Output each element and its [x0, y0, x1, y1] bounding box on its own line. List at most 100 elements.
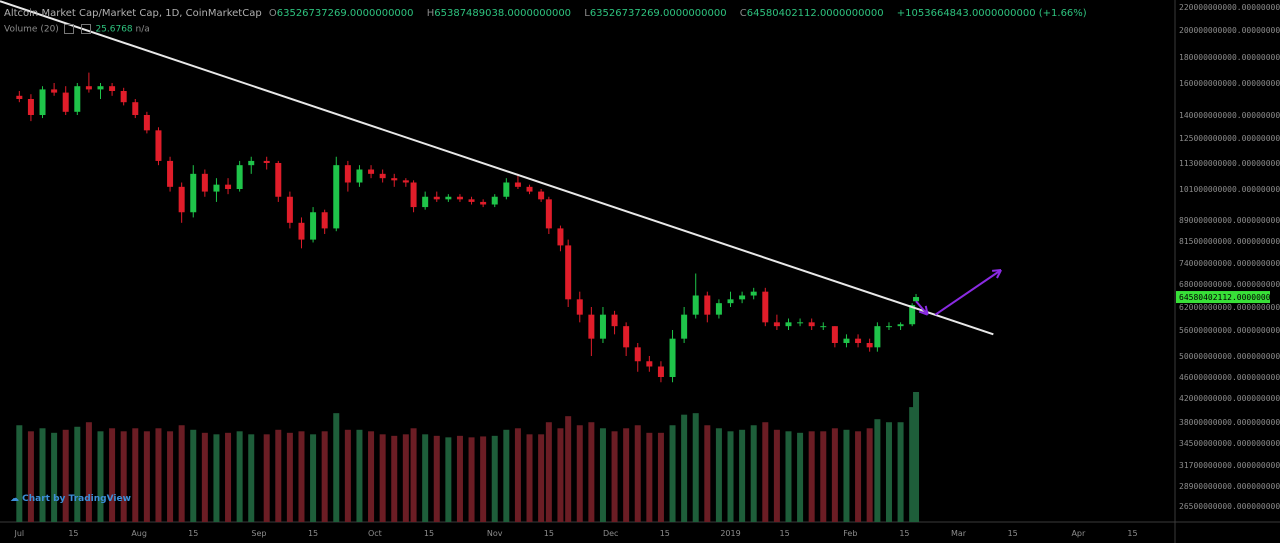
resistance-trendline	[0, 0, 994, 336]
volume-bar	[866, 428, 873, 522]
volume-bar	[51, 432, 58, 522]
settings-icon[interactable]	[80, 24, 91, 34]
volume-bar	[657, 432, 664, 522]
candle-body	[468, 199, 475, 202]
close-label: C	[739, 8, 747, 19]
y-tick-label: 200000000000.0000000000	[1179, 26, 1280, 35]
candle-body	[503, 182, 510, 197]
x-tick-label: Mar	[951, 529, 967, 538]
candle-body	[298, 222, 305, 240]
eye-icon[interactable]	[63, 24, 74, 34]
y-tick-label: 31700000000.0000000000	[1179, 461, 1280, 470]
candle-body	[344, 165, 351, 183]
x-tick-label: Nov	[487, 529, 503, 538]
candle-body	[715, 303, 722, 315]
candle-body	[538, 191, 545, 200]
volume-bar	[874, 419, 881, 522]
volume-bar	[410, 428, 417, 522]
x-tick-label: Jul	[13, 529, 24, 538]
candle-body	[762, 291, 769, 323]
volume-bar	[456, 435, 463, 522]
candle-body	[623, 326, 630, 348]
low-label: L	[584, 8, 590, 19]
candle-body	[16, 95, 23, 99]
candle-body	[109, 86, 116, 91]
volume-bar	[843, 429, 850, 522]
y-tick-label: 74000000000.0000000000	[1179, 259, 1280, 268]
candle-body	[576, 299, 583, 315]
arrow-head	[996, 269, 1002, 279]
volume-bar	[155, 428, 162, 522]
volume-bar	[344, 429, 351, 522]
candle-body	[178, 186, 185, 213]
x-tick-label: 15	[424, 529, 434, 538]
candle-body	[843, 338, 850, 343]
candle-body	[909, 305, 916, 325]
x-tick-label: 15	[1127, 529, 1137, 538]
y-tick-label: 160000000000.0000000000	[1179, 79, 1280, 88]
volume-bar	[310, 434, 317, 522]
price-tag-label: 64580402112.0000000000	[1179, 293, 1280, 302]
volume-bar	[468, 437, 475, 522]
volume-bar	[808, 431, 815, 522]
volume-bar	[820, 431, 827, 522]
candle-body	[681, 314, 688, 339]
candle-body	[885, 326, 892, 328]
low-value: 63526737269.0000000000	[589, 8, 727, 19]
volume-bar	[143, 431, 150, 522]
volume-bar	[785, 431, 792, 522]
volume-bar	[491, 435, 498, 522]
chart-title[interactable]: Altcoin Market Cap/Market Cap, 1D, CoinM…	[4, 8, 262, 19]
volume-bar	[565, 416, 572, 522]
candle-body	[808, 322, 815, 327]
y-tick-label: 220000000000.0000000000	[1179, 3, 1280, 12]
y-tick-label: 26500000000.0000000000	[1179, 502, 1280, 511]
candle-body	[120, 91, 127, 103]
volume-bar	[356, 429, 363, 522]
volume-bar	[167, 431, 174, 522]
candle-body	[263, 160, 270, 163]
candle-body	[866, 343, 873, 348]
x-tick-label: 15	[660, 529, 670, 538]
candle-body	[588, 314, 595, 339]
high-label: H	[426, 8, 435, 19]
candle-body	[445, 196, 452, 200]
x-tick-label: Dec	[603, 529, 618, 538]
y-tick-label: 113000000000.0000000000	[1179, 159, 1280, 168]
volume-bar	[538, 434, 545, 522]
volume-bar	[379, 434, 386, 522]
volume-bar	[321, 431, 328, 522]
candle-body	[491, 196, 498, 205]
volume-bar	[27, 431, 34, 522]
volume-bar	[445, 437, 452, 522]
candle-body	[874, 326, 881, 348]
volume-bar	[402, 434, 409, 522]
candle-body	[797, 322, 804, 324]
candle-body	[402, 180, 409, 183]
volume-bar	[588, 422, 595, 522]
candle-body	[704, 295, 711, 315]
candle-body	[248, 160, 255, 166]
x-tick-label: 15	[899, 529, 909, 538]
candle-body	[646, 361, 653, 367]
volume-bar	[225, 432, 232, 522]
candle-body	[831, 326, 838, 343]
candle-body	[545, 199, 552, 229]
volume-bar	[109, 428, 116, 522]
y-tick-label: 62000000000.0000000000	[1179, 303, 1280, 312]
volume-bar	[333, 413, 340, 522]
candle-body	[167, 160, 174, 187]
change-value: +1053664843.0000000000 (+1.66%)	[896, 8, 1087, 19]
volume-bar	[236, 431, 243, 522]
volume-bar	[433, 435, 440, 522]
y-tick-label: 81500000000.0000000000	[1179, 237, 1280, 246]
candle-body	[692, 295, 699, 315]
high-value: 65387489038.0000000000	[434, 8, 572, 19]
tradingview-logo[interactable]: ☁ Chart by TradingView	[10, 494, 131, 504]
x-tick-label: 15	[308, 529, 318, 538]
volume-bar	[545, 422, 552, 522]
volume-bar	[201, 432, 208, 522]
volume-label[interactable]: Volume (20)	[4, 24, 59, 35]
candle-body	[750, 291, 757, 296]
